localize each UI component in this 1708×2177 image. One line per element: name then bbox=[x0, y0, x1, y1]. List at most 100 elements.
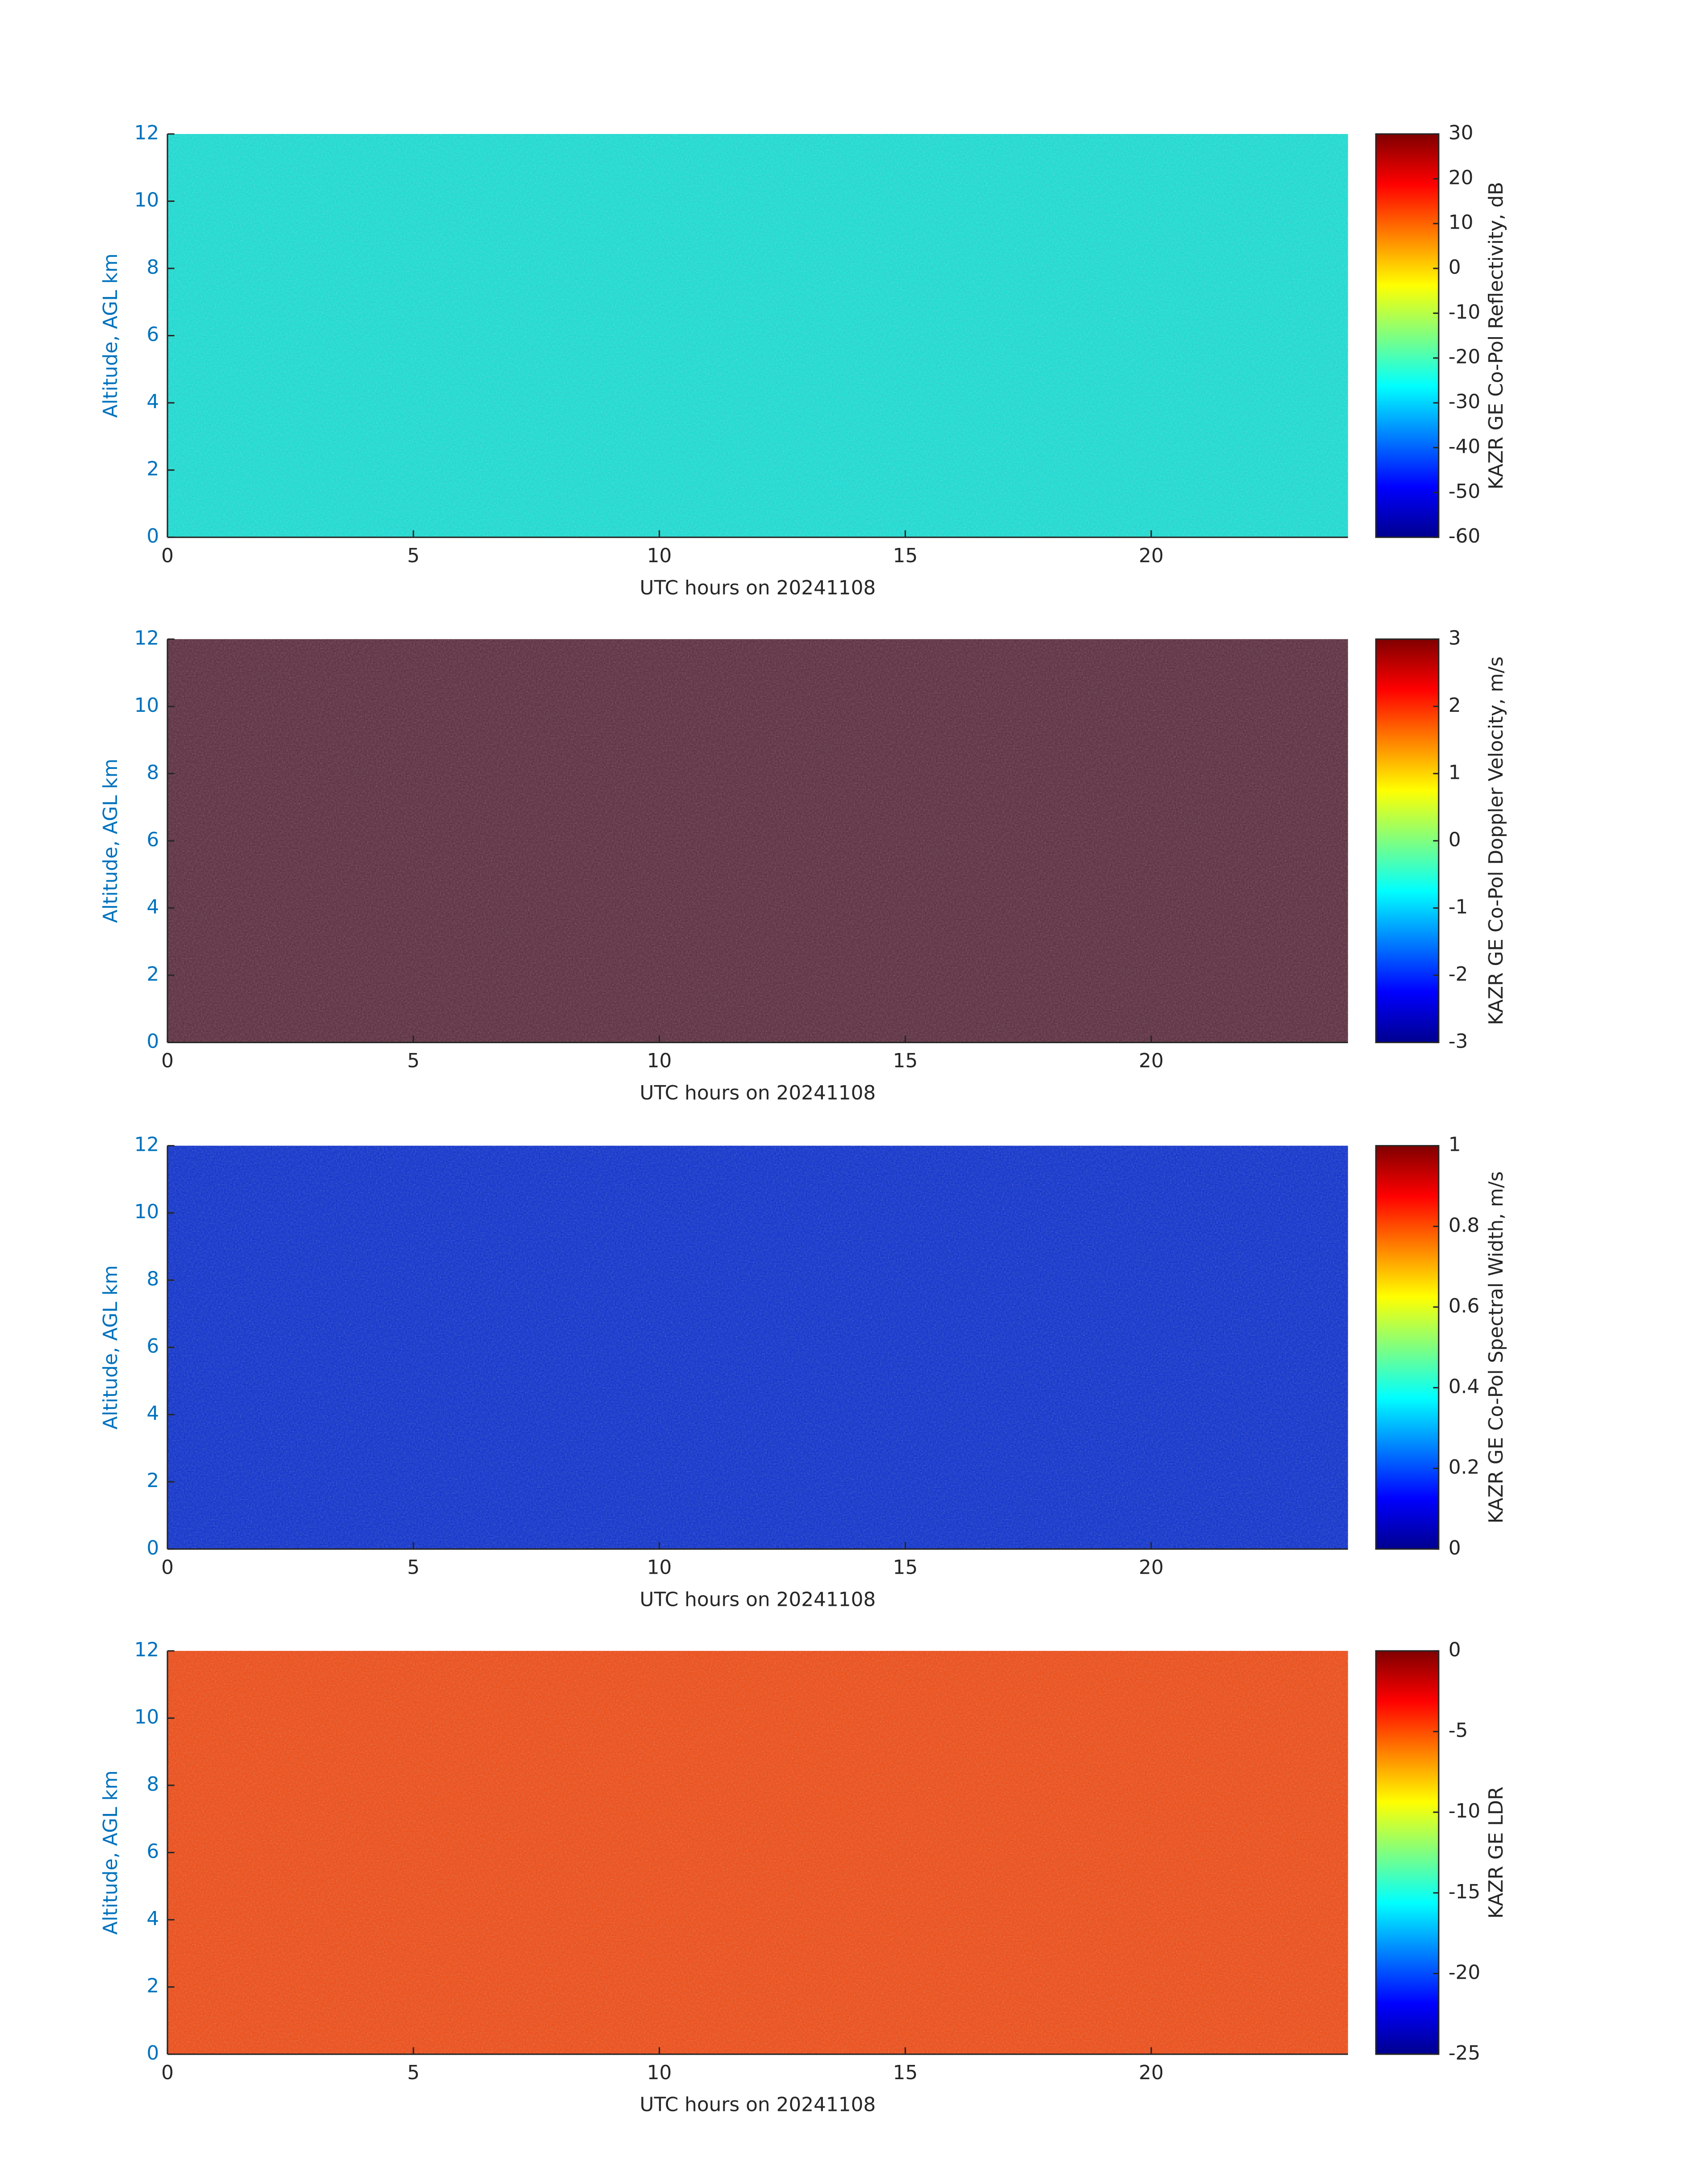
y-tick-label: 0 bbox=[146, 2042, 159, 2064]
x-axis-label: UTC hours on 20241108 bbox=[640, 1082, 876, 1104]
y-tick-label: 12 bbox=[134, 121, 159, 144]
x-tick-label: 20 bbox=[1139, 2061, 1164, 2084]
y-tick-label: 4 bbox=[146, 390, 159, 413]
x-tick-label: 15 bbox=[893, 1049, 918, 1072]
colorbar-tick-label: 0.8 bbox=[1449, 1214, 1480, 1237]
colorbar-tick-label: -3 bbox=[1449, 1030, 1468, 1053]
x-tick-label: 15 bbox=[893, 1556, 918, 1579]
x-tick-label: 15 bbox=[893, 544, 918, 567]
y-tick-label: 10 bbox=[134, 1200, 159, 1223]
x-tick-label: 5 bbox=[407, 544, 420, 567]
colorbar-tick-label: 1 bbox=[1449, 761, 1461, 784]
colorbar-label: KAZR GE Co-Pol Reflectivity, dB bbox=[1485, 182, 1508, 489]
y-tick-label: 8 bbox=[146, 1773, 159, 1796]
x-tick-label: 10 bbox=[647, 1556, 672, 1579]
y-axis-label: Altitude, AGL km bbox=[99, 1265, 122, 1429]
colorbar-frame bbox=[1375, 133, 1440, 538]
colorbar bbox=[1376, 1651, 1439, 2054]
y-tick-label: 4 bbox=[146, 1907, 159, 1930]
x-tick-label: 20 bbox=[1139, 1049, 1164, 1072]
y-tick-label: 2 bbox=[146, 458, 159, 481]
y-tick-label: 12 bbox=[134, 627, 159, 649]
x-axis-label: UTC hours on 20241108 bbox=[640, 577, 876, 599]
colorbar-tick-label: -2 bbox=[1449, 963, 1468, 986]
colorbar-label: KAZR GE Co-Pol Spectral Width, m/s bbox=[1485, 1171, 1508, 1524]
heatmap-texture bbox=[167, 1145, 1348, 1549]
colorbar-tick-label: -1 bbox=[1449, 895, 1468, 918]
x-tick-label: 20 bbox=[1139, 1556, 1164, 1579]
y-tick-label: 8 bbox=[146, 761, 159, 784]
x-tick-label: 10 bbox=[647, 2061, 672, 2084]
heatmap-texture bbox=[167, 134, 1348, 538]
colorbar-tick-label: 10 bbox=[1449, 211, 1474, 234]
y-tick-label: 2 bbox=[146, 1469, 159, 1492]
y-tick-label: 0 bbox=[146, 525, 159, 547]
y-tick-label: 6 bbox=[146, 1335, 159, 1358]
y-tick-label: 10 bbox=[134, 189, 159, 212]
x-tick-label: 0 bbox=[161, 1556, 174, 1579]
x-tick-label: 5 bbox=[407, 1556, 420, 1579]
colorbar-tick-label: -20 bbox=[1449, 346, 1480, 368]
colorbar-label: KAZR GE LDR bbox=[1485, 1786, 1508, 1918]
colorbar-frame bbox=[1375, 1650, 1440, 2055]
y-tick-label: 12 bbox=[134, 1638, 159, 1661]
colorbar-tick-label: -15 bbox=[1449, 1880, 1480, 1903]
x-tick-label: 20 bbox=[1139, 544, 1164, 567]
y-tick-label: 6 bbox=[146, 323, 159, 346]
colorbar-tick-label: -50 bbox=[1449, 480, 1480, 503]
heatmap-texture bbox=[167, 1651, 1348, 2054]
y-tick-label: 4 bbox=[146, 1402, 159, 1425]
y-axis-label: Altitude, AGL km bbox=[99, 759, 122, 923]
colorbar-tick-label: 0.2 bbox=[1449, 1456, 1480, 1479]
colorbar-tick-label: 0 bbox=[1449, 256, 1461, 279]
y-tick-label: 2 bbox=[146, 1974, 159, 1997]
y-tick-label: 8 bbox=[146, 1268, 159, 1291]
colorbar-tick-label: 3 bbox=[1449, 627, 1461, 649]
colorbar-frame bbox=[1375, 1145, 1440, 1550]
colorbar bbox=[1376, 134, 1439, 538]
colorbar-tick-label: 20 bbox=[1449, 166, 1474, 189]
x-tick-label: 0 bbox=[161, 544, 174, 567]
y-tick-label: 8 bbox=[146, 256, 159, 279]
y-tick-label: 10 bbox=[134, 1705, 159, 1728]
colorbar-tick-label: -40 bbox=[1449, 435, 1480, 458]
colorbar-tick-label: 0 bbox=[1449, 828, 1461, 851]
x-tick-label: 10 bbox=[647, 1049, 672, 1072]
x-tick-label: 10 bbox=[647, 544, 672, 567]
colorbar-tick-label: 2 bbox=[1449, 694, 1461, 717]
y-tick-label: 6 bbox=[146, 828, 159, 851]
colorbar-tick-label: -10 bbox=[1449, 1800, 1480, 1822]
y-tick-label: 4 bbox=[146, 895, 159, 918]
colorbar-tick-label: -25 bbox=[1449, 2042, 1480, 2064]
y-tick-label: 6 bbox=[146, 1840, 159, 1863]
colorbar-tick-label: 0.6 bbox=[1449, 1295, 1480, 1317]
x-axis-label: UTC hours on 20241108 bbox=[640, 2093, 876, 2116]
y-tick-label: 0 bbox=[146, 1030, 159, 1053]
heatmap-texture bbox=[167, 639, 1348, 1043]
colorbar bbox=[1376, 639, 1439, 1043]
colorbar-tick-label: -30 bbox=[1449, 390, 1480, 413]
colorbar-tick-label: 1 bbox=[1449, 1133, 1461, 1156]
colorbar-tick-label: -10 bbox=[1449, 301, 1480, 323]
y-axis-label: Altitude, AGL km bbox=[99, 254, 122, 418]
x-tick-label: 0 bbox=[161, 1049, 174, 1072]
y-tick-label: 12 bbox=[134, 1133, 159, 1156]
y-tick-label: 0 bbox=[146, 1537, 159, 1559]
y-tick-label: 10 bbox=[134, 694, 159, 717]
colorbar-tick-label: 0 bbox=[1449, 1638, 1461, 1661]
colorbar-tick-label: 0.4 bbox=[1449, 1375, 1480, 1398]
colorbar-tick-label: 0 bbox=[1449, 1537, 1461, 1559]
y-tick-label: 2 bbox=[146, 963, 159, 986]
colorbar-tick-label: 30 bbox=[1449, 121, 1474, 144]
colorbar-tick-label: -60 bbox=[1449, 525, 1480, 547]
colorbar bbox=[1376, 1145, 1439, 1549]
x-tick-label: 0 bbox=[161, 2061, 174, 2084]
panel: 0 5 10 15 20 0 2 4 6 8 10 12 UTC hours on 20241108 Al… bbox=[99, 121, 1508, 599]
x-tick-label: 15 bbox=[893, 2061, 918, 2084]
x-tick-label: 5 bbox=[407, 2061, 420, 2084]
